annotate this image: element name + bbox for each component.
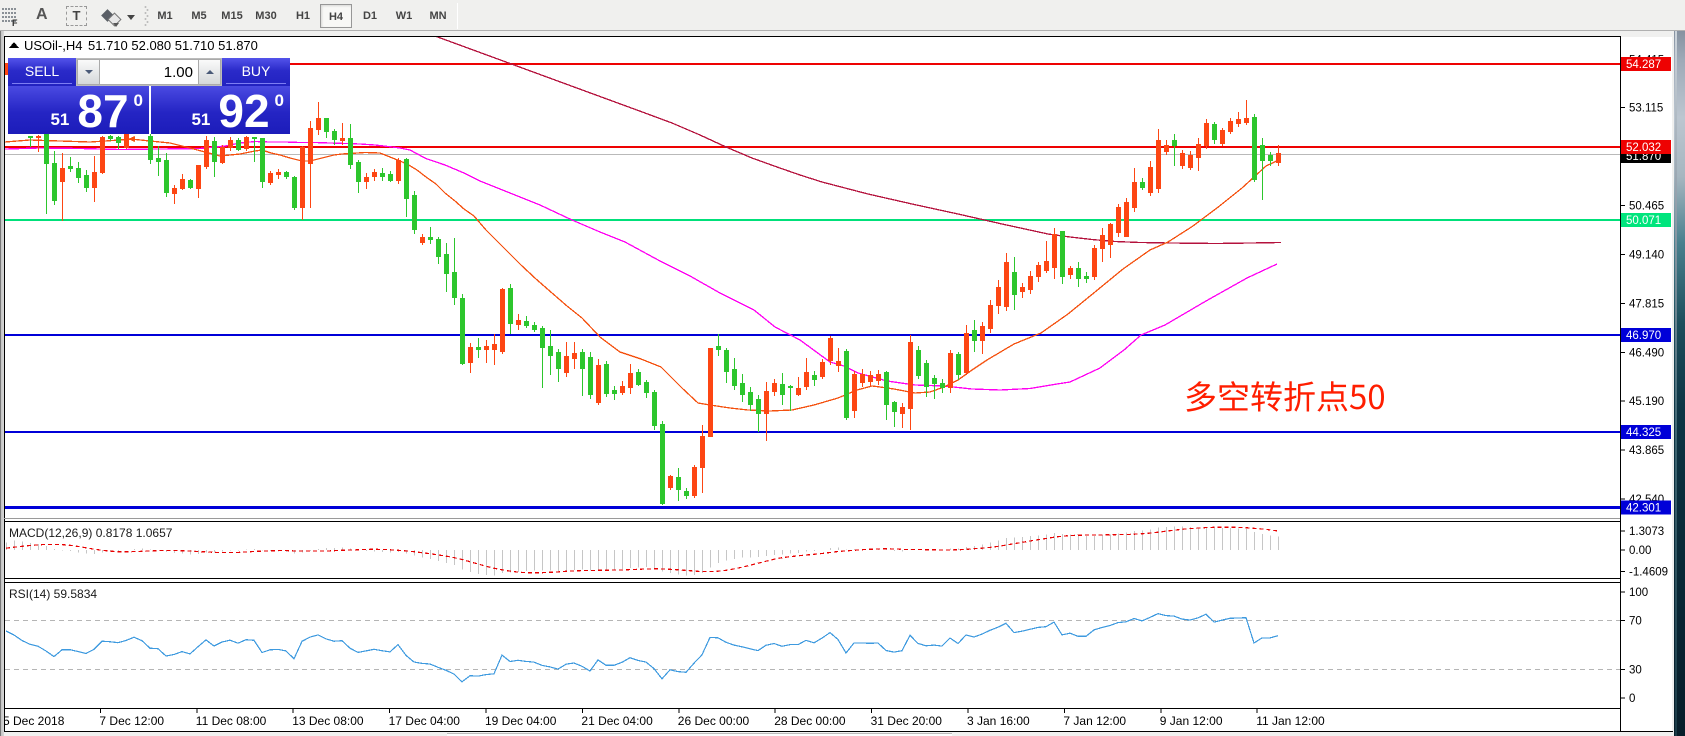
svg-text:1.3073: 1.3073 xyxy=(1629,526,1664,538)
svg-text:45.190: 45.190 xyxy=(1629,396,1664,408)
svg-text:0.00: 0.00 xyxy=(1629,545,1651,557)
svg-text:11 Jan 12:00: 11 Jan 12:00 xyxy=(1256,714,1325,728)
svg-text:RSI(14) 59.5834: RSI(14) 59.5834 xyxy=(9,587,97,601)
svg-text:19 Dec 04:00: 19 Dec 04:00 xyxy=(485,714,557,728)
svg-text:7 Dec 12:00: 7 Dec 12:00 xyxy=(99,714,164,728)
svg-text:47.815: 47.815 xyxy=(1629,299,1664,311)
svg-text:9 Jan 12:00: 9 Jan 12:00 xyxy=(1160,714,1223,728)
svg-text:11 Dec 08:00: 11 Dec 08:00 xyxy=(196,714,267,728)
svg-text:5 Dec 2018: 5 Dec 2018 xyxy=(3,714,65,728)
svg-text:54.287: 54.287 xyxy=(1626,59,1661,71)
svg-text:-1.4609: -1.4609 xyxy=(1629,567,1668,579)
svg-text:42.301: 42.301 xyxy=(1626,503,1661,515)
svg-text:28 Dec 00:00: 28 Dec 00:00 xyxy=(774,714,846,728)
svg-text:52.032: 52.032 xyxy=(1626,142,1661,154)
svg-text:7 Jan 12:00: 7 Jan 12:00 xyxy=(1063,714,1126,728)
svg-text:100: 100 xyxy=(1629,587,1648,599)
svg-text:70: 70 xyxy=(1629,615,1642,627)
svg-text:MACD(12,26,9) 0.8178 1.0657: MACD(12,26,9) 0.8178 1.0657 xyxy=(9,526,173,540)
svg-text:53.115: 53.115 xyxy=(1629,102,1663,114)
svg-text:44.325: 44.325 xyxy=(1626,427,1661,439)
svg-text:21 Dec 04:00: 21 Dec 04:00 xyxy=(581,714,653,728)
svg-text:USOil-,H4: USOil-,H4 xyxy=(24,38,83,53)
svg-text:17 Dec 04:00: 17 Dec 04:00 xyxy=(389,714,461,728)
svg-text:30: 30 xyxy=(1629,665,1642,677)
svg-text:50.465: 50.465 xyxy=(1629,201,1664,213)
svg-text:13 Dec 08:00: 13 Dec 08:00 xyxy=(292,714,364,728)
svg-text:0: 0 xyxy=(1629,693,1635,705)
svg-text:F: F xyxy=(12,18,18,27)
svg-text:51.710 52.080 51.710 51.870: 51.710 52.080 51.710 51.870 xyxy=(88,38,258,53)
svg-text:26 Dec 00:00: 26 Dec 00:00 xyxy=(678,714,750,728)
svg-text:49.140: 49.140 xyxy=(1629,250,1664,262)
svg-text:46.970: 46.970 xyxy=(1626,330,1661,342)
svg-text:46.490: 46.490 xyxy=(1629,348,1664,360)
svg-text:50.071: 50.071 xyxy=(1626,215,1661,227)
svg-text:31 Dec 20:00: 31 Dec 20:00 xyxy=(871,714,943,728)
svg-text:3 Jan 16:00: 3 Jan 16:00 xyxy=(967,714,1030,728)
svg-text:43.865: 43.865 xyxy=(1629,445,1664,457)
